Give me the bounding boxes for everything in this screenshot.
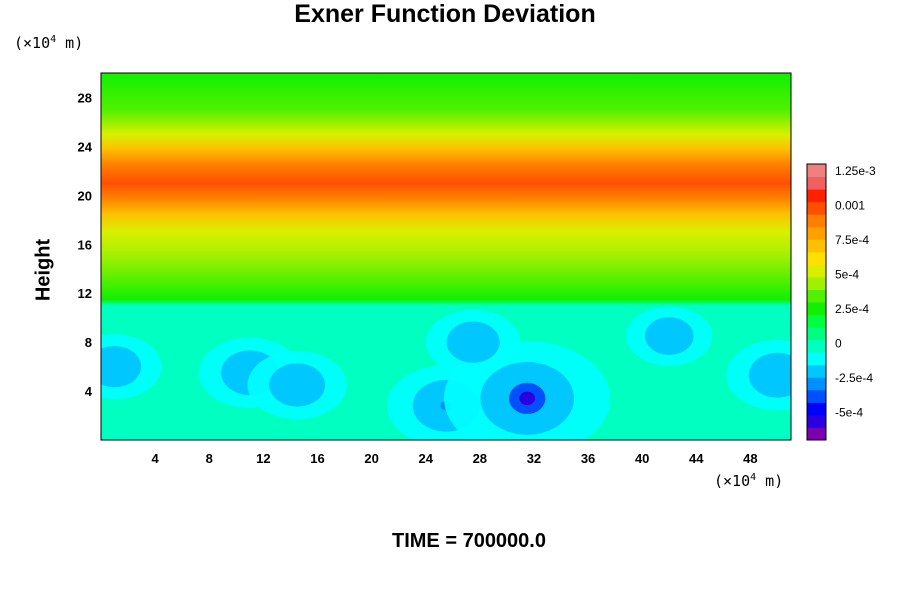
colorbar-segment xyxy=(807,389,826,403)
colorbar-segment xyxy=(807,176,826,190)
x-unit-prefix: (×10 xyxy=(714,472,751,490)
negative-region-inner xyxy=(101,345,142,388)
y-axis-unit-label: (×104 m) xyxy=(14,34,83,52)
x-tick-label: 48 xyxy=(743,451,757,466)
negative-region-peak xyxy=(519,391,535,406)
y-tick-label: 16 xyxy=(78,237,92,252)
y-axis-ticks: 4 8 12 16 20 24 28 xyxy=(78,90,93,399)
colorbar-label: 2.5e-4 xyxy=(835,302,869,316)
y-tick-label: 8 xyxy=(85,335,92,350)
x-tick-label: 24 xyxy=(418,451,433,466)
negative-region-inner xyxy=(644,317,694,355)
colorbar-segment xyxy=(807,327,826,341)
y-tick-label: 28 xyxy=(78,90,92,105)
colorbar-segment xyxy=(807,364,826,378)
colorbar-label: 5e-4 xyxy=(835,267,859,281)
colorbar-label: -2.5e-4 xyxy=(835,371,873,385)
colorbar-segment xyxy=(807,276,826,290)
x-axis-ticks: 4 8 12 16 20 24 28 32 36 40 44 48 xyxy=(152,451,758,466)
x-tick-label: 8 xyxy=(206,451,213,466)
colorbar-segment xyxy=(807,302,826,316)
colorbar-segment xyxy=(807,339,826,353)
y-tick-label: 12 xyxy=(78,286,92,301)
plot-area xyxy=(101,73,791,440)
colorbar-segment xyxy=(807,414,826,428)
colorbar-segment xyxy=(807,189,826,203)
x-tick-label: 28 xyxy=(473,451,487,466)
colorbar-segment xyxy=(807,289,826,303)
x-tick-label: 16 xyxy=(310,451,324,466)
colorbar-segment xyxy=(807,251,826,265)
x-tick-label: 12 xyxy=(256,451,270,466)
colorbar-segment xyxy=(807,377,826,391)
colorbar-segment xyxy=(807,201,826,215)
negative-region-inner xyxy=(269,363,326,407)
colorbar-label: 0.001 xyxy=(835,198,865,212)
colorbar-label: 1.25e-3 xyxy=(835,164,876,178)
colorbar-segment xyxy=(807,264,826,278)
y-tick-label: 24 xyxy=(78,139,93,154)
x-unit-exponent: 4 xyxy=(750,472,757,483)
x-axis-unit-label: (×104 m) xyxy=(714,472,783,490)
x-tick-label: 4 xyxy=(152,451,160,466)
y-unit-suffix: m) xyxy=(56,34,84,52)
colorbar-segment xyxy=(807,164,826,178)
colorbar-segment xyxy=(807,402,826,416)
x-unit-suffix: m) xyxy=(756,472,784,490)
x-tick-label: 20 xyxy=(364,451,378,466)
colorbar-segment xyxy=(807,314,826,328)
y-unit-exponent: 4 xyxy=(50,34,57,45)
y-tick-label: 4 xyxy=(85,384,93,399)
colorbar-segment xyxy=(807,226,826,240)
colorbar-segment xyxy=(807,427,826,441)
x-tick-label: 32 xyxy=(527,451,541,466)
colorbar: 1.25e-3 0.001 7.5e-4 5e-4 2.5e-4 0 -2.5e-4 -5e-… xyxy=(806,163,876,441)
y-unit-prefix: (×10 xyxy=(14,34,51,52)
negative-region-inner xyxy=(748,352,791,398)
x-tick-label: 44 xyxy=(689,451,704,466)
x-tick-label: 36 xyxy=(581,451,595,466)
negative-region-inner xyxy=(446,321,500,363)
plot-frame xyxy=(100,72,792,441)
colorbar-label: 7.5e-4 xyxy=(835,233,869,247)
colorbar-label: 0 xyxy=(835,336,842,350)
colorbar-label: -5e-4 xyxy=(835,405,863,419)
colorbar-segment xyxy=(807,352,826,366)
chart-title: Exner Function Deviation xyxy=(294,0,596,28)
x-tick-label: 40 xyxy=(635,451,649,466)
y-tick-label: 20 xyxy=(78,188,92,203)
time-label: TIME = 700000.0 xyxy=(392,530,546,552)
colorbar-segment xyxy=(807,214,826,228)
colorbar-segment xyxy=(807,239,826,253)
colorbar-frame xyxy=(806,163,827,441)
